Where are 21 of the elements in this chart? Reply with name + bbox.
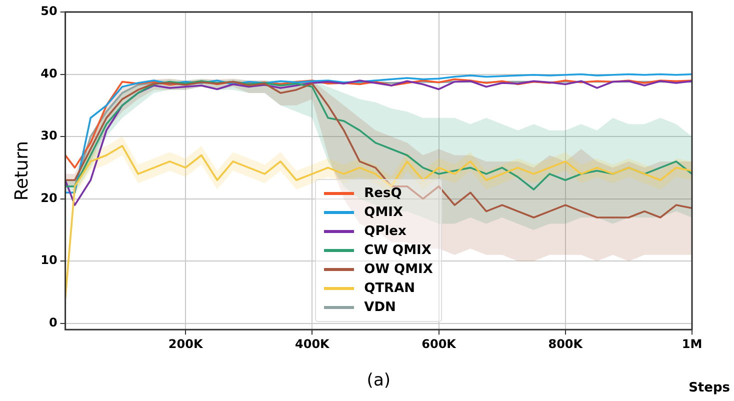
x-tick-label: 600K: [422, 336, 457, 351]
legend-label: CW QMIX: [364, 242, 432, 258]
text: (a): [366, 370, 390, 390]
legend-label: QPlex: [364, 224, 406, 239]
legend-label: OW QMIX: [364, 262, 433, 277]
y-axis-title: Return: [11, 140, 32, 201]
y-tick-label: 40: [40, 66, 58, 80]
legend-label: QMIX: [364, 204, 403, 220]
legend-label: VDN: [364, 300, 396, 315]
y-tick-label: 0: [48, 316, 58, 330]
legend-label: QTRAN: [364, 280, 416, 296]
legend-label: ResQ: [364, 186, 402, 201]
x-tick-label: 200K: [168, 336, 204, 351]
x-axis-title: Steps: [688, 380, 730, 396]
x-tick-label: 800K: [548, 336, 584, 351]
y-tick-label: 30: [40, 128, 58, 143]
y-tick-label: 10: [40, 253, 58, 268]
y-tick-label: 50: [40, 4, 58, 18]
y-tick-label: 20: [40, 190, 58, 205]
x-tick-label: 1M: [682, 336, 702, 351]
x-tick-label: 400K: [295, 336, 330, 351]
